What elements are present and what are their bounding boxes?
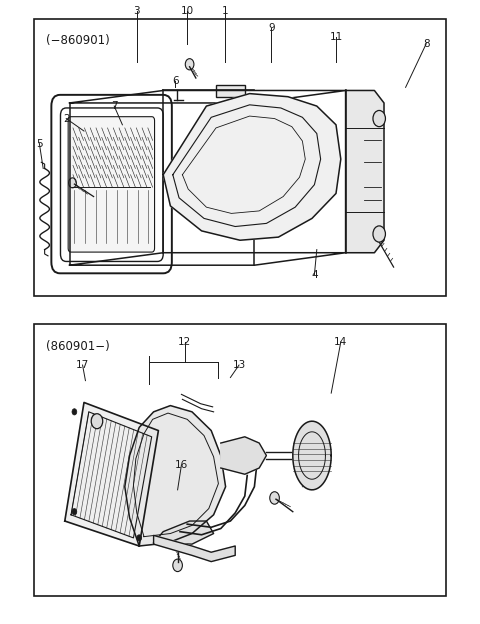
Circle shape xyxy=(373,226,385,242)
Circle shape xyxy=(72,409,77,415)
Text: 5: 5 xyxy=(36,139,43,149)
Text: 9: 9 xyxy=(268,23,275,33)
Text: 6: 6 xyxy=(172,76,179,86)
Circle shape xyxy=(69,178,76,188)
Text: (−860901): (−860901) xyxy=(46,34,109,47)
FancyBboxPatch shape xyxy=(68,117,155,252)
Circle shape xyxy=(185,59,194,70)
Text: 12: 12 xyxy=(178,337,192,347)
Polygon shape xyxy=(125,406,226,546)
Text: 17: 17 xyxy=(76,360,89,370)
Polygon shape xyxy=(293,421,331,490)
Bar xyxy=(34,19,446,296)
Text: 13: 13 xyxy=(232,360,246,370)
Polygon shape xyxy=(65,402,158,546)
Polygon shape xyxy=(221,437,266,474)
Text: 14: 14 xyxy=(334,337,348,347)
Bar xyxy=(34,324,446,596)
Circle shape xyxy=(373,110,385,127)
Text: 15: 15 xyxy=(310,438,324,448)
Text: 10: 10 xyxy=(180,6,194,16)
Text: 2: 2 xyxy=(63,114,70,124)
Text: 4: 4 xyxy=(311,270,318,280)
Text: 1: 1 xyxy=(221,6,228,16)
Bar xyxy=(216,85,245,97)
Circle shape xyxy=(270,492,279,504)
Polygon shape xyxy=(346,90,384,253)
Circle shape xyxy=(137,535,142,541)
FancyBboxPatch shape xyxy=(51,95,172,273)
Text: 16: 16 xyxy=(175,460,188,470)
Text: (860901−): (860901−) xyxy=(46,340,109,353)
Text: 7: 7 xyxy=(111,101,118,111)
Circle shape xyxy=(72,509,77,515)
Circle shape xyxy=(91,414,103,429)
Text: 8: 8 xyxy=(423,39,430,49)
Polygon shape xyxy=(154,521,214,544)
FancyBboxPatch shape xyxy=(60,108,163,261)
Text: 11: 11 xyxy=(329,32,343,42)
Polygon shape xyxy=(163,94,341,240)
Circle shape xyxy=(173,559,182,572)
Polygon shape xyxy=(154,535,235,562)
Text: 3: 3 xyxy=(133,6,140,16)
